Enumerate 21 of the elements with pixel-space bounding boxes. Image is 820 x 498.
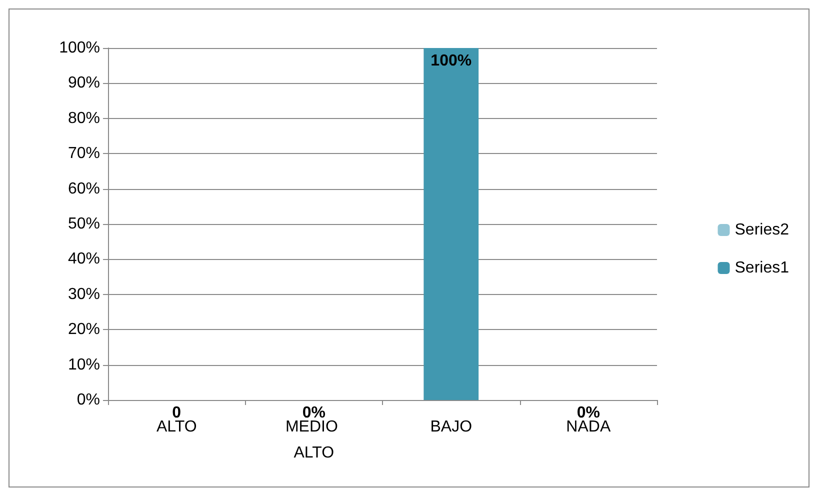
data-label: 0: [172, 404, 182, 422]
y-tick-label: 10%: [68, 356, 100, 374]
y-tick-label: 20%: [68, 321, 100, 338]
y-tick-label: 30%: [68, 286, 100, 303]
y-tick-label: 0%: [76, 392, 100, 408]
y-tick-label: 70%: [68, 145, 100, 162]
data-label: 0%: [302, 404, 326, 422]
x-tick-label: ALTO: [156, 418, 197, 436]
y-tick-label: 100%: [59, 40, 100, 56]
y-tick-label: 80%: [68, 110, 100, 127]
data-label: 100%: [430, 52, 472, 70]
y-tick-label: 90%: [68, 74, 100, 92]
x-tick-label: MEDIO ALTO: [285, 418, 342, 462]
legend-label: Series2: [734, 222, 790, 238]
data-label: 0%: [576, 404, 600, 422]
y-tick-label: 50%: [68, 216, 100, 232]
y-tick-label: 40%: [68, 250, 100, 268]
y-tick-label: 60%: [68, 180, 100, 198]
legend-label: Series1: [734, 260, 790, 276]
x-tick-label: NADA: [566, 418, 611, 436]
x-tick-label: BAJO: [430, 418, 472, 436]
